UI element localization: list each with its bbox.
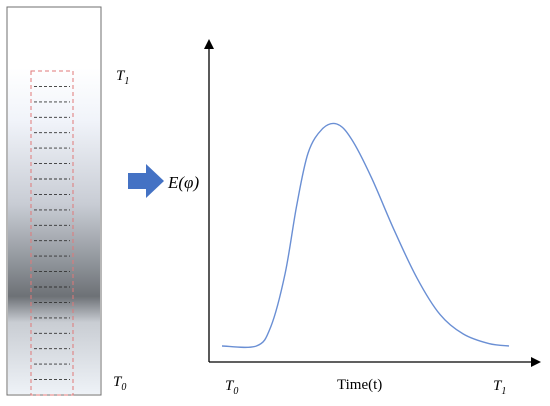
- sample-gradient: [8, 68, 100, 394]
- label-t1-left: T1: [116, 68, 129, 87]
- sample-panel: [6, 6, 102, 396]
- x-axis-title: Time(t): [337, 377, 382, 393]
- energy-curve: [221, 122, 510, 349]
- x-axis-start-label: T0: [225, 378, 238, 397]
- x-axis-end-label: T1: [493, 378, 506, 397]
- label-t0-left: T0: [113, 374, 126, 393]
- slice-lines: [34, 85, 70, 381]
- slice-box: [30, 70, 74, 396]
- energy-label: E(φ): [167, 173, 199, 192]
- right-arrow-icon: [128, 164, 164, 198]
